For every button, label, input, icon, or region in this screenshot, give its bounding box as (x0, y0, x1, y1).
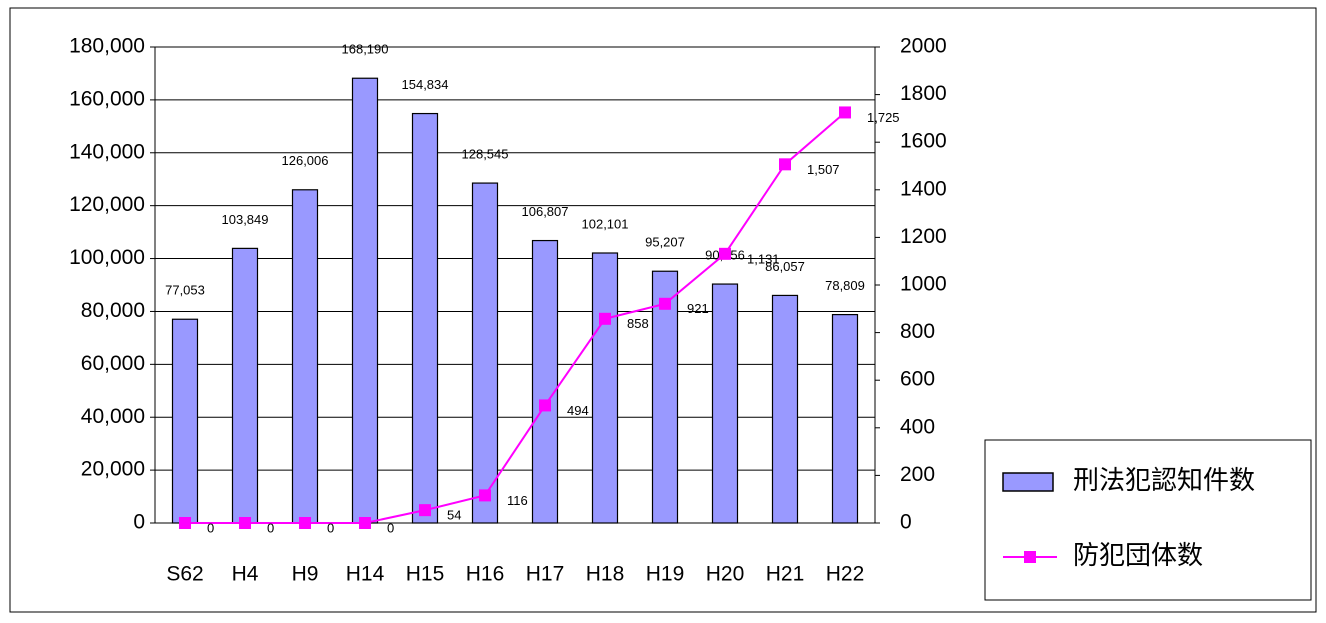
x-tick-label: H4 (232, 563, 259, 586)
legend-box (984, 439, 1312, 601)
bar (411, 112, 439, 524)
y2-tick-label: 200 (900, 463, 935, 486)
line-value-label: 116 (507, 493, 528, 508)
y2-tick-label: 0 (900, 511, 912, 534)
line-value-label: 0 (327, 520, 334, 535)
bar-value-label: 126,006 (282, 153, 329, 168)
x-tick-label: H20 (706, 563, 745, 586)
line-value-label: 1,507 (807, 162, 840, 177)
line-value-label: 858 (627, 316, 649, 331)
line-value-label: 494 (567, 403, 589, 418)
bar-value-label: 168,190 (342, 42, 389, 57)
bar-value-label: 86,057 (765, 259, 805, 274)
x-tick-label: H17 (526, 563, 565, 586)
line (185, 111, 846, 524)
y-tick-label: 80,000 (81, 299, 145, 322)
x-tick-label: H14 (346, 563, 385, 586)
bar-value-label: 128,545 (462, 147, 509, 162)
bar (351, 77, 379, 524)
y2-tick-label: 800 (900, 320, 935, 343)
legend-marker (1024, 551, 1036, 563)
x-tick-label: H15 (406, 563, 445, 586)
line-value-label: 1,131 (747, 251, 780, 266)
bar-value-label: 77,053 (165, 283, 205, 298)
y-tick-label: 60,000 (81, 352, 145, 375)
x-tick-label: H16 (466, 563, 505, 586)
x-tick-label: H18 (586, 563, 625, 586)
y-tick-label: 120,000 (69, 193, 145, 216)
line-marker (779, 158, 791, 171)
x-tick-label: H22 (826, 563, 865, 586)
bar (291, 189, 319, 524)
line-marker (479, 489, 491, 502)
bar-value-label: 95,207 (645, 235, 685, 250)
y-tick-label: 20,000 (81, 458, 145, 481)
line-marker (719, 247, 731, 260)
line-marker (839, 106, 851, 119)
bar (711, 283, 739, 524)
bar-value-label: 78,809 (825, 278, 865, 293)
line-marker (299, 517, 311, 529)
line-value-label: 54 (447, 508, 461, 523)
line-marker (599, 312, 611, 325)
line-marker (659, 297, 671, 310)
bar (771, 294, 799, 524)
line-marker (539, 399, 551, 412)
line-marker (359, 517, 371, 529)
y2-tick-label: 600 (900, 368, 935, 391)
legend-swatch (1002, 472, 1054, 492)
y2-tick-label: 2000 (900, 35, 947, 58)
bar (831, 313, 859, 524)
line-value-label: 0 (387, 520, 394, 535)
line-value-label: 0 (267, 520, 274, 535)
x-tick-label: H19 (646, 563, 685, 586)
y2-tick-label: 1200 (900, 225, 947, 248)
legend-label: 防犯団体数 (1073, 540, 1203, 570)
line-marker (419, 504, 431, 517)
y2-tick-label: 1400 (900, 177, 947, 200)
y-tick-label: 140,000 (69, 140, 145, 163)
x-tick-label: H9 (292, 563, 319, 586)
x-tick-label: S62 (166, 563, 203, 586)
bar-value-label: 106,807 (522, 204, 569, 219)
line-value-label: 1,725 (867, 110, 900, 125)
y-tick-label: 100,000 (69, 246, 145, 269)
line-value-label: 921 (687, 301, 709, 316)
y-tick-label: 180,000 (69, 35, 145, 58)
bar (531, 239, 559, 524)
y2-tick-label: 400 (900, 415, 935, 438)
y2-tick-label: 1000 (900, 273, 947, 296)
y-tick-label: 40,000 (81, 405, 145, 428)
bar (171, 318, 199, 524)
bar (651, 270, 679, 524)
bar-value-label: 102,101 (582, 216, 629, 231)
y2-tick-label: 1800 (900, 82, 947, 105)
legend-label: 刑法犯認知件数 (1073, 465, 1255, 495)
y-tick-label: 160,000 (69, 87, 145, 110)
bar-value-label: 154,834 (402, 77, 449, 92)
bar (231, 247, 259, 524)
bar (471, 182, 499, 524)
bar (591, 252, 619, 524)
y-tick-label: 0 (133, 511, 145, 534)
line-marker (239, 517, 251, 529)
x-tick-label: H21 (766, 563, 805, 586)
line-marker (179, 517, 191, 529)
line-value-label: 0 (207, 520, 214, 535)
bar-value-label: 103,849 (222, 212, 269, 227)
y2-tick-label: 1600 (900, 130, 947, 153)
